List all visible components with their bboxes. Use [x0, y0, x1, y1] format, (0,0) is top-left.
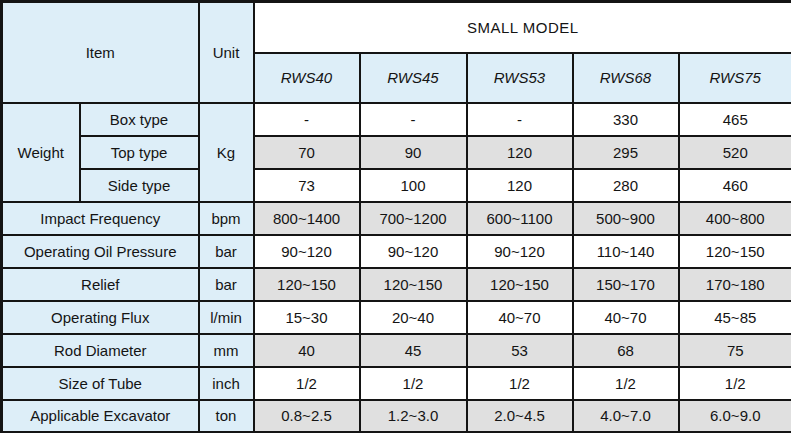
value-cell: 90~120 — [360, 235, 467, 268]
table-row-applicable-excavator: Applicable Excavator ton 0.8~2.5 1.2~3.0… — [2, 400, 791, 433]
value-cell: 20~40 — [360, 301, 467, 334]
table-row-size-of-tube: Size of Tube inch 1/2 1/2 1/2 1/2 1/2 — [2, 367, 791, 400]
unit-cell: inch — [199, 367, 254, 400]
table-row-rod-diameter: Rod Diameter mm 40 45 53 68 75 — [2, 334, 791, 367]
value-cell: 150~170 — [573, 268, 679, 301]
value-cell: 120~150 — [467, 268, 573, 301]
value-cell: 500~900 — [573, 202, 679, 235]
header-model-rws75: RWS75 — [679, 53, 791, 103]
value-cell: 2.0~4.5 — [467, 400, 573, 433]
value-cell: - — [360, 103, 467, 136]
value-cell: 120 — [467, 169, 573, 202]
row-label-relief: Relief — [2, 268, 199, 301]
row-label-operating-oil-pressure: Operating Oil Pressure — [2, 235, 199, 268]
unit-cell: ton — [199, 400, 254, 433]
value-cell: 120~150 — [254, 268, 360, 301]
value-cell: 75 — [679, 334, 791, 367]
header-group-small-model: SMALL MODEL — [254, 2, 791, 53]
value-cell: 700~1200 — [360, 202, 467, 235]
value-cell: 40 — [254, 334, 360, 367]
value-cell: 45 — [360, 334, 467, 367]
unit-cell: l/min — [199, 301, 254, 334]
header-item: Item — [2, 2, 199, 103]
row-label-side-type: Side type — [80, 169, 199, 202]
table-row-weight-box: Weight Box type Kg - - - 330 465 — [2, 103, 791, 136]
value-cell: 170~180 — [679, 268, 791, 301]
value-cell: 100 — [360, 169, 467, 202]
row-label-impact-frequency: Impact Frequency — [2, 202, 199, 235]
value-cell: 0.8~2.5 — [254, 400, 360, 433]
value-cell: 400~800 — [679, 202, 791, 235]
value-cell: - — [467, 103, 573, 136]
spec-sheet: Item Unit SMALL MODEL RWS40 RWS45 RWS53 … — [0, 0, 791, 433]
value-cell: 45~85 — [679, 301, 791, 334]
header-model-rws40: RWS40 — [254, 53, 360, 103]
header-model-rws68: RWS68 — [573, 53, 679, 103]
header-unit: Unit — [199, 2, 254, 103]
value-cell: 1/2 — [679, 367, 791, 400]
value-cell: 1/2 — [254, 367, 360, 400]
value-cell: 1.2~3.0 — [360, 400, 467, 433]
value-cell: 40~70 — [467, 301, 573, 334]
value-cell: 15~30 — [254, 301, 360, 334]
value-cell: 90~120 — [467, 235, 573, 268]
header-model-rws53: RWS53 — [467, 53, 573, 103]
table-row-relief: Relief bar 120~150 120~150 120~150 150~1… — [2, 268, 791, 301]
value-cell: 280 — [573, 169, 679, 202]
value-cell: 110~140 — [573, 235, 679, 268]
value-cell: 1/2 — [467, 367, 573, 400]
value-cell: 120 — [467, 136, 573, 169]
spec-table: Item Unit SMALL MODEL RWS40 RWS45 RWS53 … — [0, 0, 791, 433]
value-cell: 460 — [679, 169, 791, 202]
value-cell: 1/2 — [573, 367, 679, 400]
header-model-rws45: RWS45 — [360, 53, 467, 103]
row-label-applicable-excavator: Applicable Excavator — [2, 400, 199, 433]
unit-cell: bpm — [199, 202, 254, 235]
value-cell: - — [254, 103, 360, 136]
unit-cell: bar — [199, 268, 254, 301]
unit-cell: mm — [199, 334, 254, 367]
value-cell: 70 — [254, 136, 360, 169]
weight-unit: Kg — [199, 103, 254, 202]
value-cell: 295 — [573, 136, 679, 169]
value-cell: 53 — [467, 334, 573, 367]
value-cell: 120~150 — [679, 235, 791, 268]
weight-label: Weight — [2, 103, 80, 202]
value-cell: 520 — [679, 136, 791, 169]
unit-cell: bar — [199, 235, 254, 268]
table-row-operating-flux: Operating Flux l/min 15~30 20~40 40~70 4… — [2, 301, 791, 334]
value-cell: 465 — [679, 103, 791, 136]
value-cell: 90 — [360, 136, 467, 169]
value-cell: 600~1100 — [467, 202, 573, 235]
table-row-weight-side: Side type 73 100 120 280 460 — [2, 169, 791, 202]
value-cell: 40~70 — [573, 301, 679, 334]
value-cell: 73 — [254, 169, 360, 202]
row-label-top-type: Top type — [80, 136, 199, 169]
value-cell: 68 — [573, 334, 679, 367]
row-label-rod-diameter: Rod Diameter — [2, 334, 199, 367]
value-cell: 800~1400 — [254, 202, 360, 235]
value-cell: 120~150 — [360, 268, 467, 301]
row-label-operating-flux: Operating Flux — [2, 301, 199, 334]
value-cell: 4.0~7.0 — [573, 400, 679, 433]
table-row-impact-frequency: Impact Frequency bpm 800~1400 700~1200 6… — [2, 202, 791, 235]
row-label-box-type: Box type — [80, 103, 199, 136]
value-cell: 1/2 — [360, 367, 467, 400]
table-row-operating-oil-pressure: Operating Oil Pressure bar 90~120 90~120… — [2, 235, 791, 268]
value-cell: 330 — [573, 103, 679, 136]
table-row-weight-top: Top type 70 90 120 295 520 — [2, 136, 791, 169]
row-label-size-of-tube: Size of Tube — [2, 367, 199, 400]
value-cell: 6.0~9.0 — [679, 400, 791, 433]
value-cell: 90~120 — [254, 235, 360, 268]
